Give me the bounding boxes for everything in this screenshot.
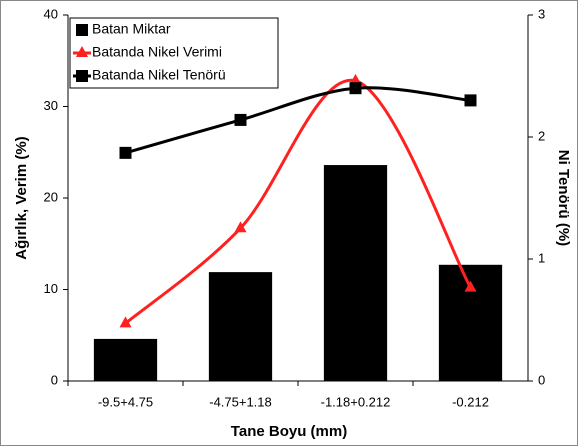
y-tick-label: 10: [44, 281, 58, 296]
bar: [323, 165, 388, 381]
bar: [93, 338, 158, 381]
legend-swatch: [76, 24, 88, 36]
legend-marker: [76, 70, 88, 82]
line: [125, 86, 471, 155]
x-tick-label: -0.212: [452, 394, 489, 409]
y-tick-label: 40: [44, 6, 58, 21]
y-tick-label: 20: [44, 189, 58, 204]
legend-marker: [76, 46, 88, 57]
legend-label: Batanda Nikel Tenörü: [92, 67, 226, 83]
y-axis-title: Ağırlık, Verim (%): [13, 136, 30, 259]
y2-axis-title: Ni Tenörü (%): [555, 150, 572, 246]
legend-box: [69, 17, 279, 89]
y-tick-label: 30: [44, 98, 58, 113]
point: [464, 94, 477, 107]
y2-tick-label: 3: [538, 6, 545, 21]
point: [349, 82, 362, 95]
y-tick-label: 0: [51, 372, 58, 387]
legend-label: Batanda Nikel Verimi: [92, 44, 222, 60]
point: [349, 73, 362, 85]
legend-label: Batan Miktar: [92, 21, 171, 37]
line: [124, 79, 472, 325]
y2-tick-label: 1: [538, 250, 545, 265]
x-tick-label: -9.5+4.75: [98, 394, 153, 409]
point: [119, 316, 132, 328]
x-tick-label: -1.18+0.212: [321, 394, 391, 409]
point: [234, 113, 247, 126]
bar: [208, 272, 273, 381]
y2-tick-label: 0: [538, 372, 545, 387]
point: [119, 146, 132, 159]
y2-tick-label: 2: [538, 128, 545, 143]
x-axis-title: Tane Boyu (mm): [231, 423, 347, 440]
point: [464, 280, 477, 292]
x-tick-label: -4.75+1.18: [209, 394, 272, 409]
point: [234, 221, 247, 233]
